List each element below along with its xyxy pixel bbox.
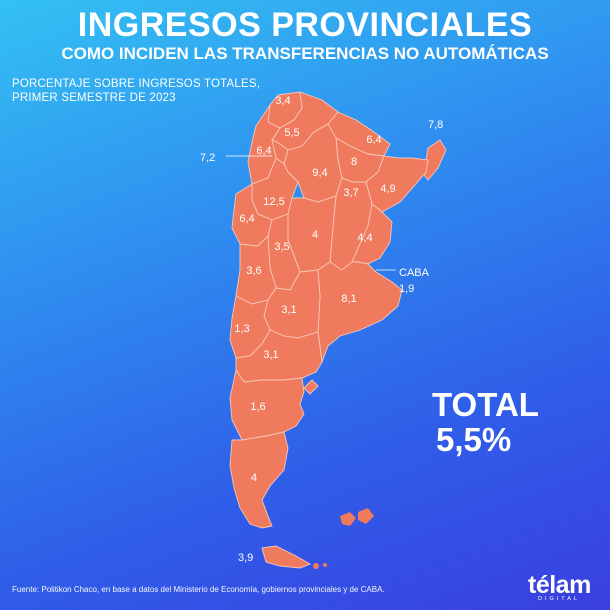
small-island-2 (323, 563, 327, 567)
value-chubut: 1,6 (250, 401, 265, 413)
value-santiago: 9,4 (312, 167, 327, 179)
value-caba: 1,9 (399, 283, 414, 295)
value-la-pampa: 3,1 (281, 304, 296, 316)
value-neuquen: 1,3 (234, 323, 249, 335)
page-title: INGRESOS PROVINCIALES (77, 6, 533, 44)
page-subtitle: COMO INCIDEN LAS TRANSFERENCIAS NO AUTOM… (61, 44, 549, 63)
value-buenos-aires: 8,1 (341, 293, 356, 305)
value-formosa: 6,4 (366, 134, 381, 146)
value-santa-cruz: 4 (251, 472, 257, 484)
small-island-1 (313, 563, 319, 569)
value-tierra-del-fuego: 3,9 (238, 552, 253, 564)
value-san-luis: 3,5 (274, 241, 289, 253)
value-cordoba: 4 (312, 229, 318, 241)
province-tierra-del-fuego (261, 545, 312, 569)
telam-logo: télam (528, 571, 591, 599)
value-entre-rios: 4,4 (357, 232, 372, 244)
malvinas-islands (340, 508, 374, 526)
value-corrientes: 4,9 (380, 183, 395, 195)
telam-logo-subtitle: DIGITAL (538, 596, 580, 602)
value-mendoza: 3,6 (246, 265, 261, 277)
province-chubut (229, 368, 305, 441)
value-salta: 5,5 (284, 127, 299, 139)
value-rio-negro: 3,1 (263, 349, 278, 361)
caption-line-2: PRIMER SEMESTRE DE 2023 (12, 92, 176, 104)
province-santa-cruz (229, 431, 289, 529)
caba-label: CABA (399, 267, 430, 279)
value-catamarca: 6,4 (256, 145, 271, 157)
source-note: Fuente: Politikon Chaco, en base a datos… (12, 585, 385, 594)
total-value: 5,5% (436, 421, 512, 458)
value-chaco: 8 (351, 156, 357, 168)
value-santa-fe: 3,7 (343, 187, 358, 199)
total-label: TOTAL (432, 386, 539, 423)
value-jujuy: 3,4 (275, 95, 290, 107)
value-san-juan: 6,4 (239, 213, 254, 225)
value-la-rioja: 12,5 (263, 196, 284, 208)
value-misiones: 7,8 (428, 119, 443, 131)
value-tucuman: 7,2 (200, 152, 215, 164)
caption-line-1: PORCENTAJE SOBRE INGRESOS TOTALES, (12, 78, 261, 90)
peninsula-valdes (303, 379, 319, 395)
province-buenos-aires (317, 261, 403, 363)
